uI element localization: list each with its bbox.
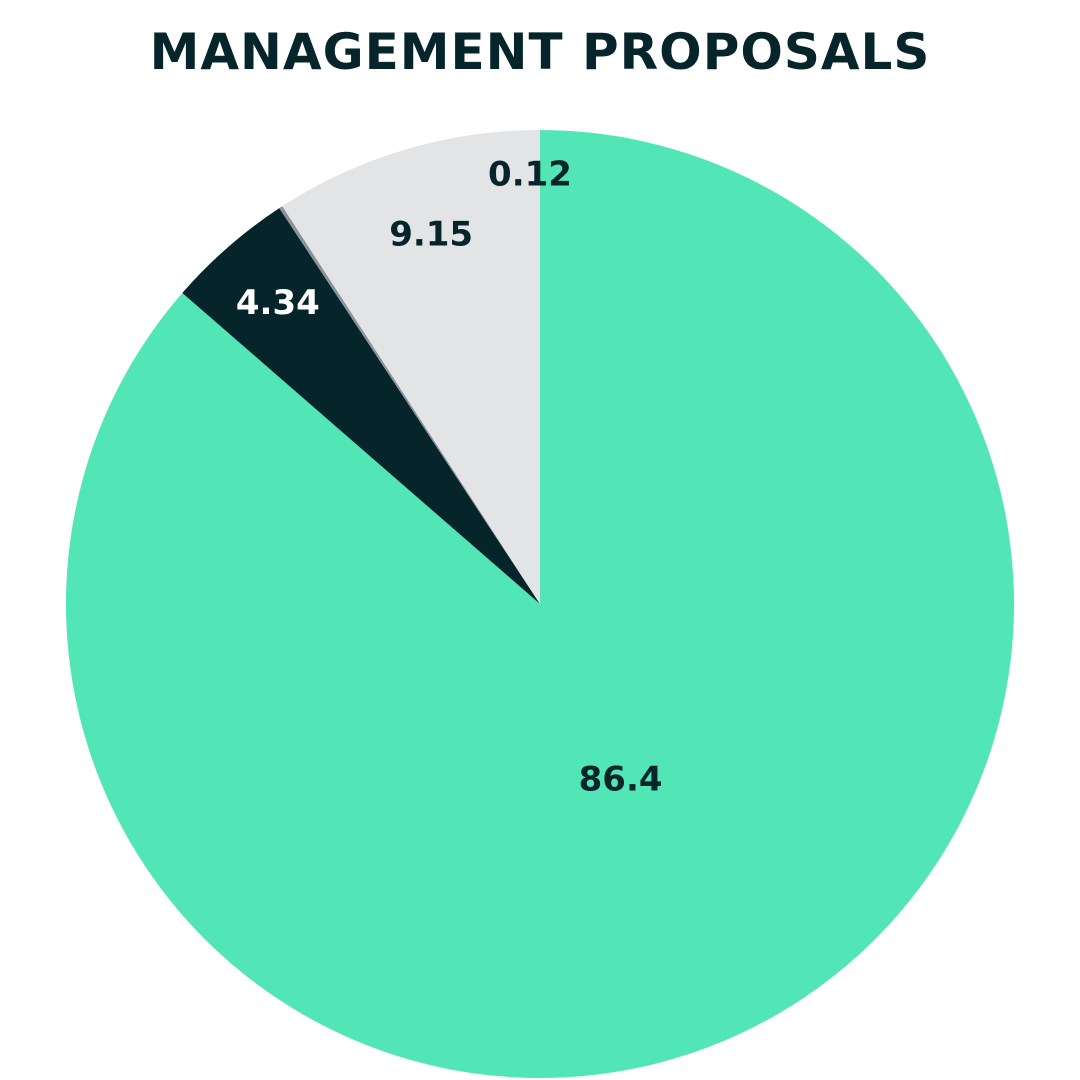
chart-title: MANAGEMENT PROPOSALS — [149, 23, 931, 81]
slice-label: 9.15 — [389, 214, 473, 254]
slice-label: 86.4 — [579, 759, 663, 799]
slice-label: 4.34 — [236, 283, 320, 323]
pie-slice — [282, 130, 540, 604]
pie-slice — [279, 206, 540, 604]
pie-slice — [65, 130, 1014, 1078]
pie-labels: 86.4 4.34 9.15 0.12 — [236, 155, 663, 800]
pie-slices — [65, 130, 1014, 1078]
slice-label-small: 0.12 — [488, 155, 572, 195]
pie-slice — [182, 208, 540, 604]
